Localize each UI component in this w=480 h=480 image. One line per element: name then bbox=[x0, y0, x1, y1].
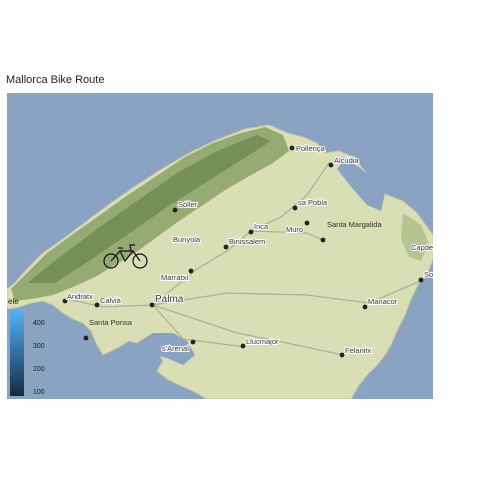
bicycle-icon bbox=[103, 244, 148, 269]
town-label-santa-margalida: Santa Margalida bbox=[327, 220, 382, 229]
town-label-son-servera: Son Servera bbox=[424, 270, 433, 279]
town-label-andratx: Andratx bbox=[67, 292, 93, 301]
town-label-soller: Sóller bbox=[178, 200, 198, 209]
road-network bbox=[66, 162, 426, 356]
palma-bay bbox=[137, 333, 195, 365]
town-label-sarenal: s'Arenal bbox=[162, 344, 189, 353]
island-landmass bbox=[7, 124, 433, 399]
legend-tick: 400 bbox=[33, 320, 45, 327]
tramuntana-ridge bbox=[27, 135, 271, 283]
town-label-capdepera: Capdepera bbox=[411, 243, 433, 252]
legend-title: ele bbox=[8, 297, 19, 306]
town-label-inca: Inca bbox=[254, 222, 269, 231]
town-label-calvia: Calvià bbox=[100, 296, 122, 305]
map-title: Mallorca Bike Route bbox=[6, 74, 105, 86]
town-label-llucmajor: Llucmajor bbox=[246, 337, 279, 346]
town-label-pollenca: Pollença bbox=[296, 144, 326, 153]
town-label-alcudia: Alcúdia bbox=[334, 156, 359, 165]
town-label-santa-ponsa: Santa Ponsa bbox=[89, 318, 133, 327]
town-label-manacor: Manacor bbox=[368, 297, 398, 306]
town-label-marratxi: Marratxí bbox=[161, 273, 189, 282]
town-label-bunyola: Bunyola bbox=[173, 235, 201, 244]
alcudia-bay bbox=[337, 159, 385, 211]
legend-tick: 200 bbox=[33, 366, 45, 373]
town-label-sa-pobla: sa Pobla bbox=[298, 198, 328, 207]
map-panel[interactable]: Pollença Alcúdia Sóller sa Pobla Inca Mu… bbox=[7, 93, 433, 399]
legend-tick: 100 bbox=[33, 389, 45, 396]
town-label-muro: Muro bbox=[286, 225, 303, 234]
town-label-palma: Palma bbox=[155, 294, 184, 305]
town-label-felanitx: Felanitx bbox=[345, 346, 372, 355]
town-label-binissalem: Binissalem bbox=[229, 237, 265, 246]
town-markers bbox=[62, 145, 424, 358]
legend-tick: 300 bbox=[33, 343, 45, 350]
elevation-colorbar bbox=[10, 310, 24, 396]
llevant-hills bbox=[401, 213, 429, 261]
